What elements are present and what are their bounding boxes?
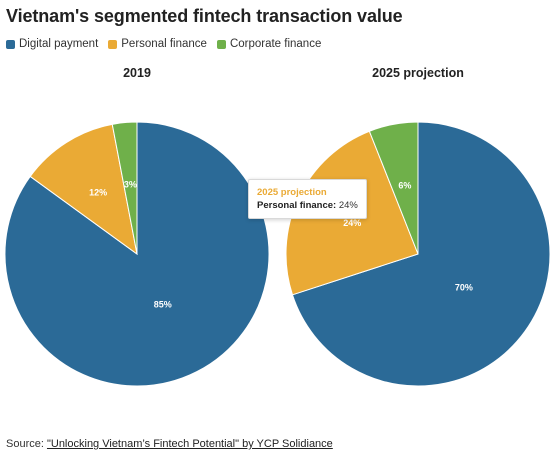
pie-chart-2025-projection: 2025 projection 70% 24% 6% [285, 66, 551, 387]
legend-swatch-corporate-finance [216, 39, 226, 49]
source-note: Source: "Unlocking Vietnam’s Fintech Pot… [6, 438, 333, 450]
data-label-digital-payment: 85% [154, 300, 172, 310]
chart-title: Vietnam's segmented fintech transaction … [6, 6, 403, 26]
data-label-digital-payment: 70% [455, 282, 473, 292]
tooltip-value: 24% [338, 200, 358, 211]
legend-item-personal-finance[interactable]: Personal finance [108, 38, 207, 50]
pie-title: 2019 [123, 66, 151, 80]
legend: Digital payment Personal finance Corpora… [6, 38, 321, 50]
pie-slice-corporate-finance[interactable] [111, 121, 138, 255]
data-label-personal-finance: 12% [89, 188, 107, 198]
pie-slice-digital-payment[interactable] [291, 121, 551, 387]
pie-title: 2025 projection [372, 66, 464, 80]
legend-label-corporate-finance: Corporate finance [229, 38, 322, 50]
legend-label-personal-finance: Personal finance [121, 38, 207, 50]
data-label-personal-finance: 24% [343, 218, 361, 228]
tooltip-title: 2025 projection [257, 187, 327, 198]
pie-slice-personal-finance[interactable] [29, 123, 138, 256]
pie-slice-corporate-finance[interactable] [368, 121, 419, 255]
legend-item-corporate-finance[interactable]: Corporate finance [216, 38, 322, 50]
legend-swatch-personal-finance [108, 39, 118, 49]
tooltip-key: Personal finance: [257, 200, 337, 211]
data-label-corporate-finance: 3% [124, 179, 137, 189]
source-prefix: Source: [6, 438, 47, 450]
data-label-corporate-finance: 6% [398, 180, 411, 190]
source-link[interactable]: "Unlocking Vietnam’s Fintech Potential" … [46, 438, 333, 450]
legend-swatch-digital-payment [6, 39, 15, 49]
tooltip-row: Personal finance: 24% [257, 199, 358, 212]
legend-label-digital-payment: Digital payment [19, 38, 99, 50]
pie-chart-2019: 2019 85% 12% 3% [4, 66, 270, 387]
tooltip: 2025 projection Personal finance: 24% [248, 179, 367, 219]
legend-item-digital-payment[interactable]: Digital payment [6, 38, 98, 50]
